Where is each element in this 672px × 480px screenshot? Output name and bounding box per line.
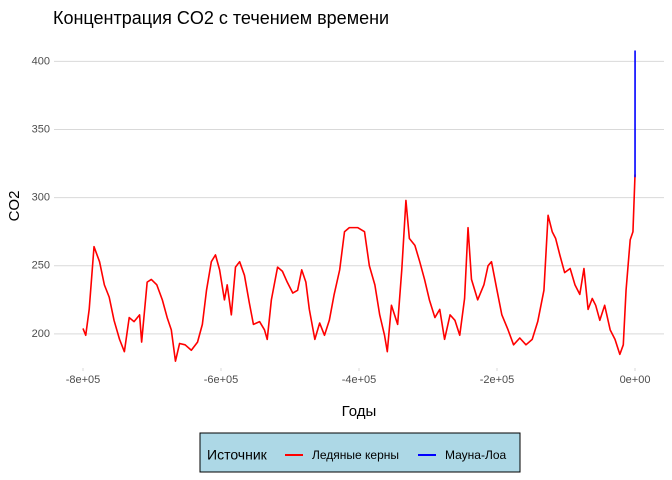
x-tick-label: -2e+05 <box>480 374 515 386</box>
legend-box <box>199 432 521 473</box>
y-axis-label: CO2 <box>6 191 23 222</box>
y-tick-label: 400 <box>32 55 50 67</box>
x-tick-label: -8e+05 <box>66 374 101 386</box>
y-tick-label: 350 <box>32 123 50 135</box>
legend-title: Источник <box>207 447 268 463</box>
series-line <box>82 174 636 362</box>
y-tick-label: 300 <box>32 192 50 204</box>
y-tick-label: 250 <box>32 260 50 272</box>
legend-label: Ледяные керны <box>312 448 399 462</box>
legend-label: Мауна-Лоа <box>445 448 507 462</box>
x-tick-label: -6e+05 <box>204 374 239 386</box>
x-tick-label: 0e+00 <box>620 374 651 386</box>
chart-title: Концентрация CO2 с течением времени <box>53 8 389 28</box>
x-axis-label: Годы <box>342 403 377 420</box>
y-tick-label: 200 <box>32 328 50 340</box>
x-tick-label: -4e+05 <box>342 374 377 386</box>
